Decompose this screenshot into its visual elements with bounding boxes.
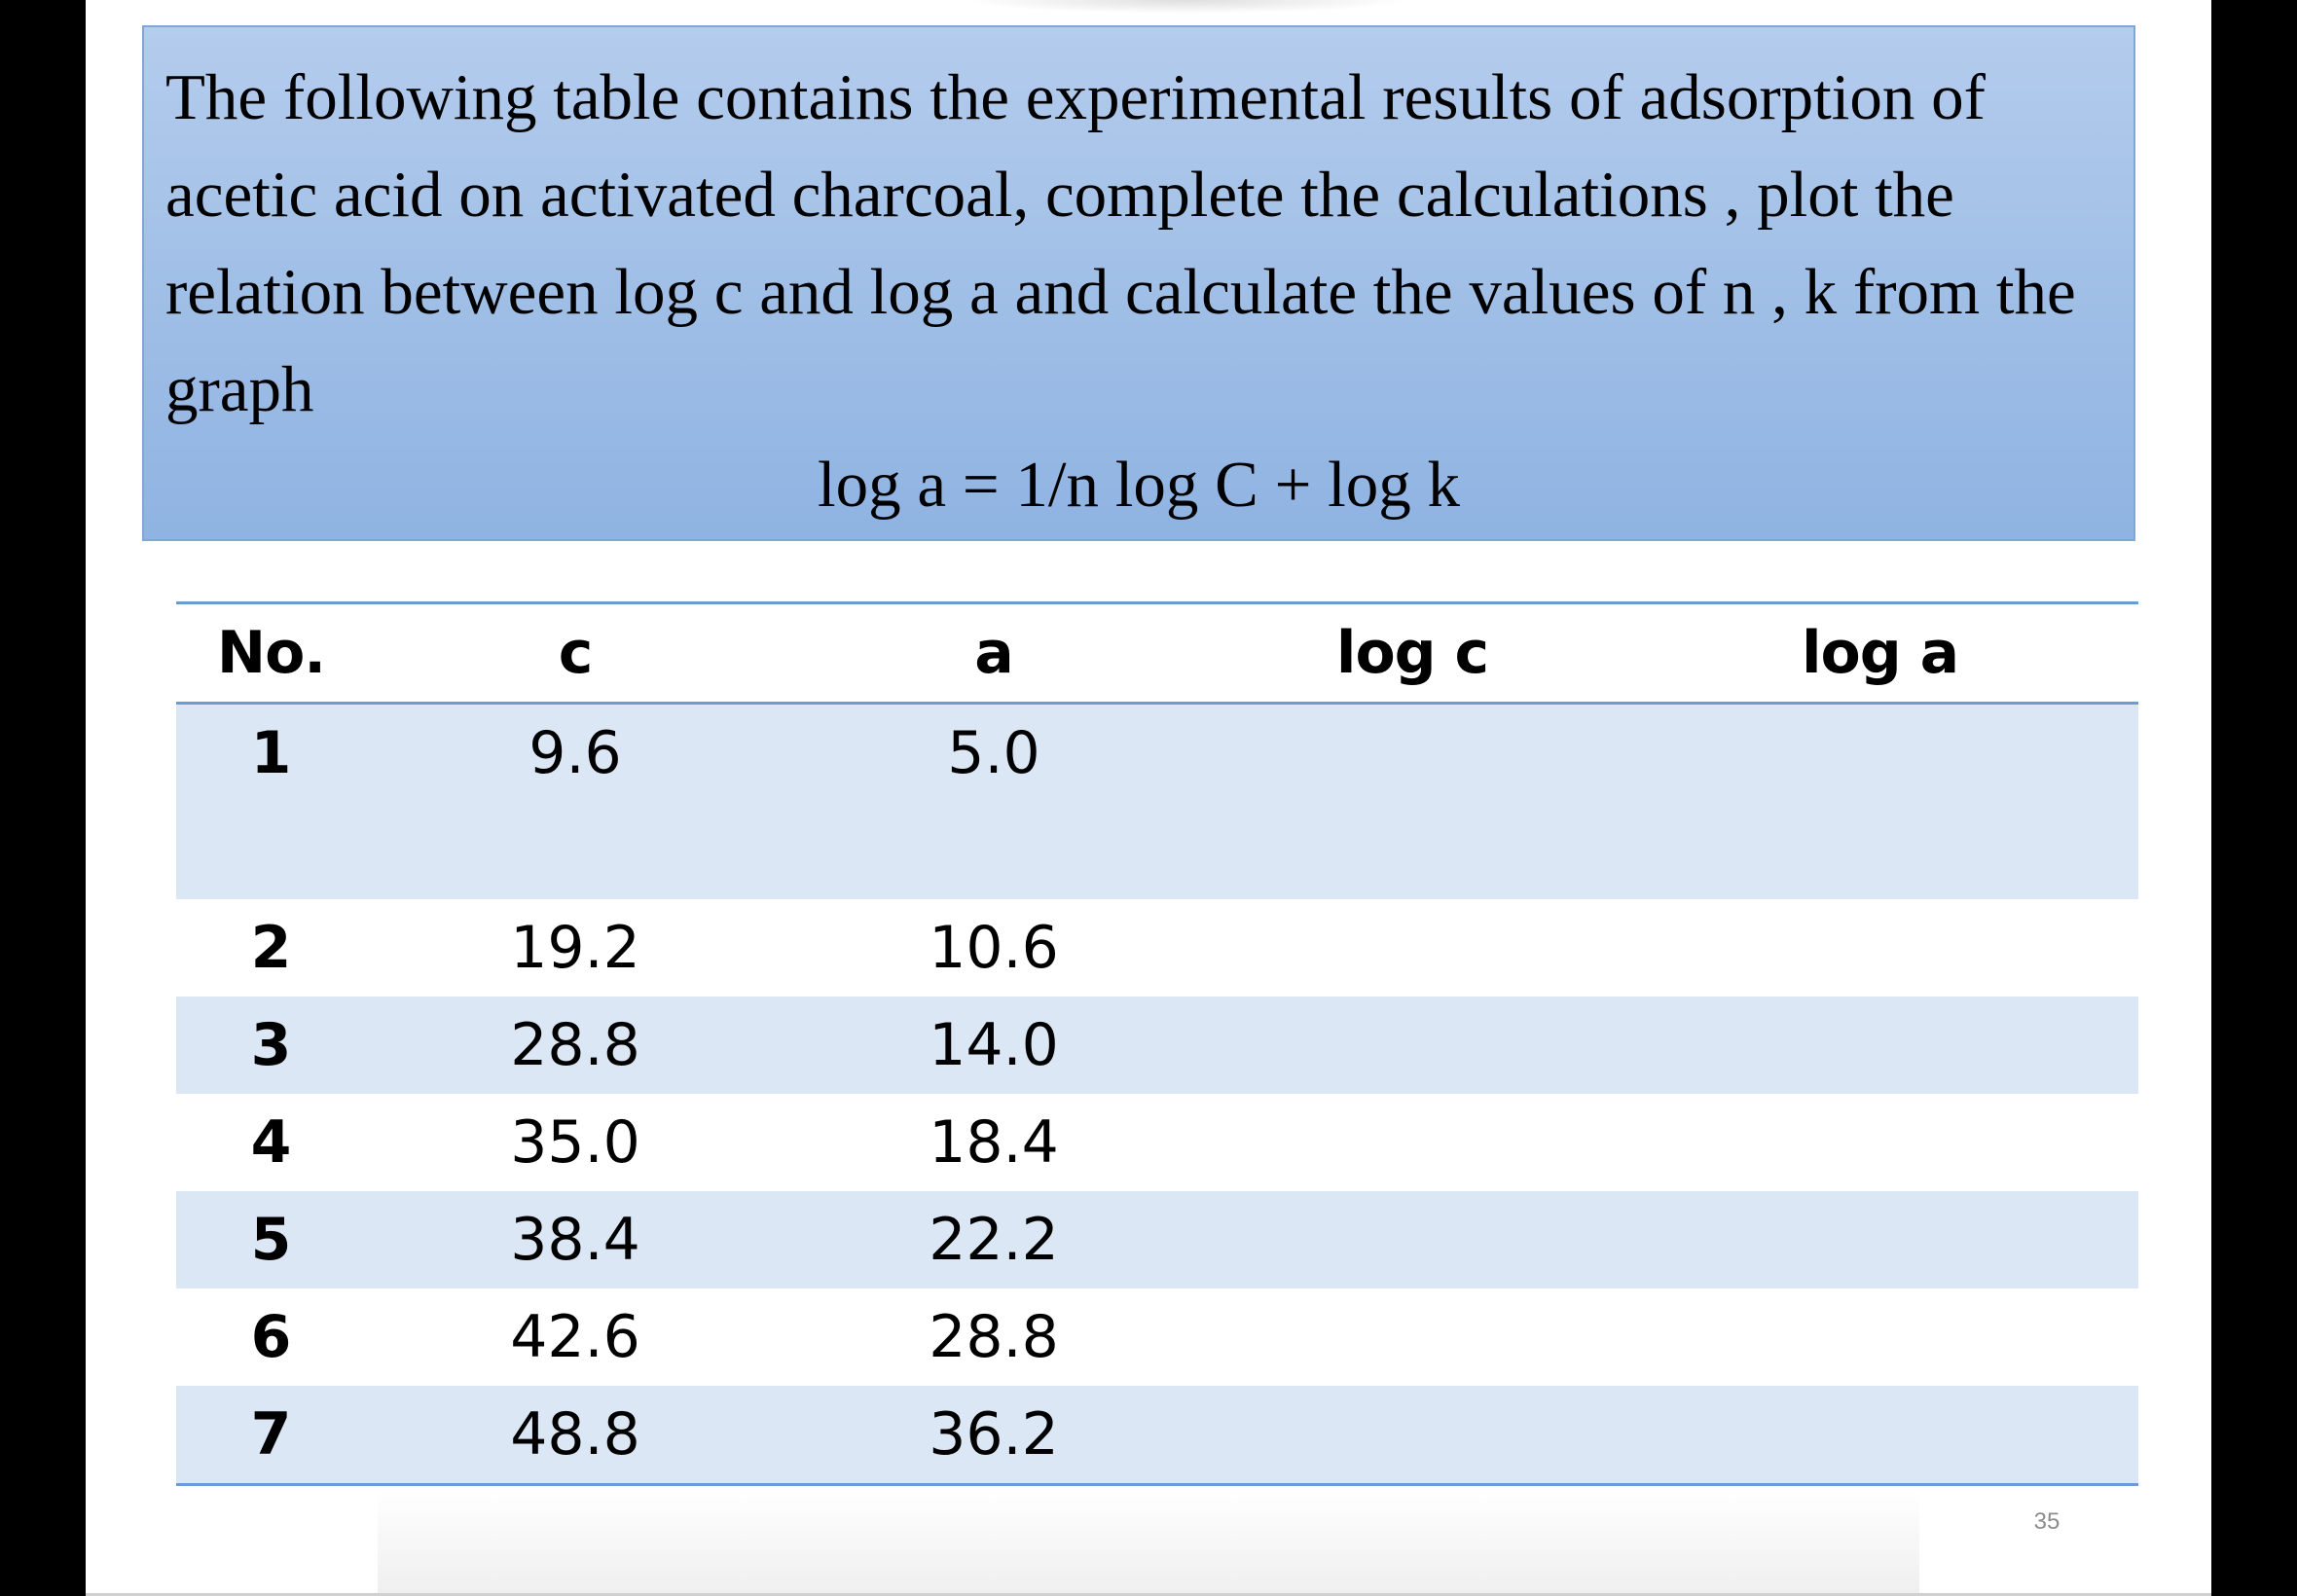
cell-log-a [1622,997,2138,1094]
cell-c: 42.6 [510,1303,640,1371]
cell-a: 14.0 [784,997,1203,1094]
table-header-row: No. c a log c log a [176,602,2138,704]
cell-no: 1 [176,703,366,899]
cell-log-c [1203,997,1622,1094]
top-shadow [962,0,1409,14]
cell-log-c [1203,1191,1622,1288]
adsorption-data-table: No. c a log c log a 1 9.6 5.0 2 19.2 10.… [176,601,2138,1486]
slide-bottom-shadow [378,1489,1919,1596]
cell-no: 3 [176,997,366,1094]
cell-c: 35.0 [510,1108,640,1177]
freundlich-equation: log a = 1/n log C + log k [818,449,1460,521]
cell-no: 6 [250,1303,292,1371]
cell-no: 4 [250,1108,292,1177]
cell-a: 36.2 [784,1386,1203,1485]
cell-log-c [1203,703,1622,899]
table-row: 7 48.8 36.2 [176,1386,2138,1485]
slide: The following table contains the experim… [86,0,2211,1596]
cell-log-c [1203,1386,1622,1485]
cell-c: 48.8 [366,1386,784,1485]
cell-log-a [1622,1386,2138,1485]
cell-a: 18.4 [929,1108,1059,1177]
cell-c: 19.2 [510,914,640,982]
table-row: 6 42.6 28.8 [176,1288,2138,1386]
cell-a: 28.8 [929,1303,1059,1371]
table-row: 1 9.6 5.0 [176,703,2138,899]
header-log-a: log a [1801,619,1959,687]
header-no: No. [216,619,326,687]
header-c: c [558,619,594,687]
page-number: 35 [2033,1508,2060,1535]
cell-log-a [1622,1288,2138,1386]
cell-c: 9.6 [366,703,784,899]
cell-log-a [1622,703,2138,899]
table-row: 2 19.2 10.6 [176,899,2138,997]
header-log-c: log c [1335,619,1489,687]
table-row: 5 38.4 22.2 [176,1191,2138,1288]
cell-log-a [1622,899,2138,997]
cell-no: 2 [250,914,292,982]
cell-log-a [1622,1094,2138,1191]
cell-log-c [1203,1288,1622,1386]
cell-log-c [1203,899,1622,997]
cell-log-a [1622,1191,2138,1288]
table-row: 3 28.8 14.0 [176,997,2138,1094]
cell-log-c [1203,1094,1622,1191]
slide-bottom-edge [86,1593,2211,1596]
cell-no: 5 [176,1191,366,1288]
table-row: 4 35.0 18.4 [176,1094,2138,1191]
cell-a: 5.0 [784,703,1203,899]
cell-a: 10.6 [929,914,1059,982]
problem-box: The following table contains the experim… [142,25,2135,541]
cell-a: 22.2 [784,1191,1203,1288]
cell-c: 38.4 [366,1191,784,1288]
header-a: a [974,619,1014,687]
problem-text: The following table contains the experim… [165,61,2076,425]
cell-no: 7 [176,1386,366,1485]
cell-c: 28.8 [366,997,784,1094]
